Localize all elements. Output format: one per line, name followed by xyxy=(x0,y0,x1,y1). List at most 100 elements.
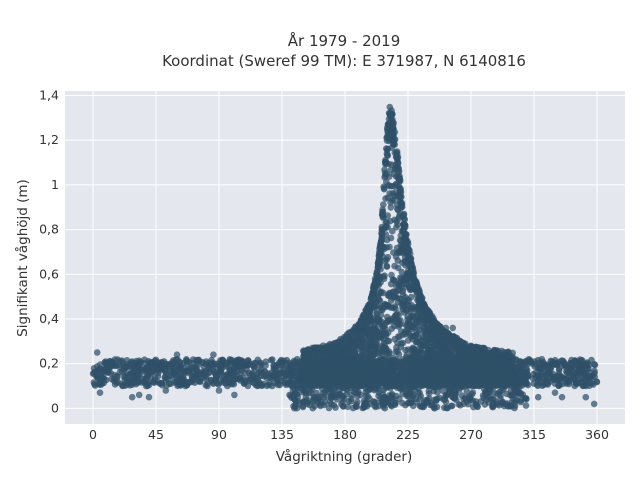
data-point xyxy=(135,364,143,372)
data-point xyxy=(388,271,395,279)
data-point xyxy=(134,373,142,381)
data-points xyxy=(89,103,601,412)
data-point xyxy=(230,380,238,388)
x-tick-label: 315 xyxy=(522,427,546,442)
data-point xyxy=(485,399,493,406)
data-point xyxy=(550,376,558,384)
data-point xyxy=(417,355,424,362)
data-point xyxy=(420,375,427,382)
data-point xyxy=(568,367,575,375)
data-point xyxy=(181,369,189,376)
data-point xyxy=(408,351,416,358)
data-point xyxy=(151,373,159,381)
data-point xyxy=(396,333,403,341)
data-point xyxy=(336,387,343,395)
data-point xyxy=(517,358,524,365)
data-point xyxy=(469,389,477,396)
data-point xyxy=(173,378,180,386)
data-point xyxy=(375,389,383,396)
data-point xyxy=(378,320,385,328)
data-point xyxy=(395,282,403,289)
data-point xyxy=(119,382,127,389)
x-tick-label: 360 xyxy=(585,427,609,442)
data-point xyxy=(403,280,411,287)
data-point xyxy=(384,329,392,337)
data-point xyxy=(339,403,347,410)
data-point xyxy=(567,360,574,367)
data-point xyxy=(146,369,154,376)
data-point xyxy=(195,378,203,385)
data-point xyxy=(591,367,598,375)
data-point xyxy=(226,366,234,374)
data-point xyxy=(200,363,208,371)
data-point xyxy=(368,338,376,345)
data-point xyxy=(261,368,269,375)
data-point xyxy=(210,361,217,369)
data-point xyxy=(141,375,149,382)
data-point xyxy=(519,391,526,398)
data-point xyxy=(273,362,281,370)
data-point xyxy=(470,403,477,411)
data-point xyxy=(443,404,451,412)
y-tick-label: 0,2 xyxy=(39,356,59,371)
data-point xyxy=(320,401,328,409)
x-tick-label: 90 xyxy=(211,427,227,442)
data-point xyxy=(387,358,394,366)
data-point xyxy=(427,347,435,355)
data-point xyxy=(100,371,107,378)
data-point xyxy=(420,399,428,406)
data-point xyxy=(381,345,389,352)
data-point xyxy=(258,360,265,368)
data-point xyxy=(448,353,455,361)
data-point xyxy=(306,401,314,409)
data-point xyxy=(423,325,431,333)
data-point xyxy=(209,379,217,386)
data-point xyxy=(200,372,207,380)
data-point xyxy=(378,358,385,366)
data-point xyxy=(120,366,128,373)
data-point xyxy=(498,387,505,395)
data-point xyxy=(497,395,504,403)
data-point xyxy=(245,369,253,377)
data-point xyxy=(547,357,555,365)
data-point xyxy=(300,387,308,395)
y-axis-ticks: 00,20,40,60,811,21,4 xyxy=(39,87,59,415)
data-point xyxy=(190,370,197,378)
data-point xyxy=(591,373,598,381)
data-point xyxy=(546,370,553,377)
data-point xyxy=(130,363,138,371)
data-point xyxy=(90,365,98,372)
data-point xyxy=(399,288,407,295)
data-point xyxy=(393,244,401,252)
data-point xyxy=(522,402,530,409)
data-point xyxy=(359,362,367,370)
data-point xyxy=(582,362,590,370)
data-point xyxy=(328,394,335,402)
data-point xyxy=(308,389,315,396)
data-point xyxy=(353,401,360,408)
data-point xyxy=(260,380,267,388)
data-point xyxy=(442,398,450,406)
data-point xyxy=(387,204,395,211)
data-point xyxy=(239,374,246,381)
data-point xyxy=(223,360,231,368)
data-point xyxy=(311,394,319,402)
data-point xyxy=(410,386,417,394)
data-point xyxy=(496,367,503,374)
data-point xyxy=(426,373,433,381)
data-point xyxy=(288,382,295,390)
data-point xyxy=(109,360,116,367)
data-point xyxy=(381,339,388,347)
data-point xyxy=(96,380,104,387)
data-point xyxy=(378,350,386,358)
data-point xyxy=(233,357,241,364)
data-point xyxy=(515,385,522,393)
data-point xyxy=(198,358,206,366)
data-point xyxy=(135,379,142,386)
data-point xyxy=(403,387,410,395)
data-point xyxy=(545,362,553,370)
data-point xyxy=(111,375,118,382)
data-point xyxy=(578,374,585,381)
data-point xyxy=(428,401,436,409)
